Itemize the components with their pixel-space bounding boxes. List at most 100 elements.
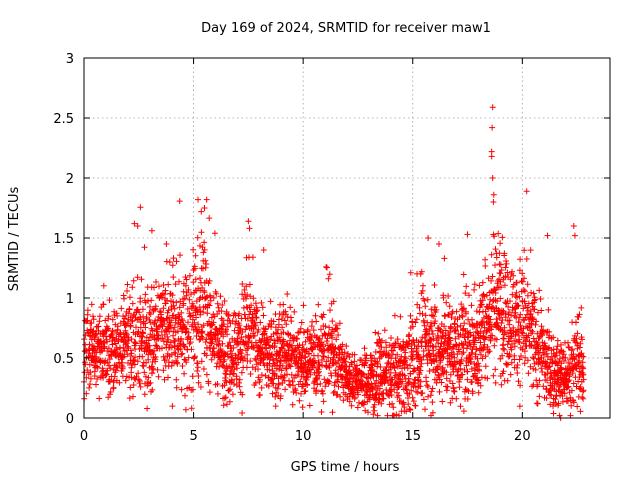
data-point xyxy=(489,175,496,181)
data-point xyxy=(422,303,429,310)
data-point xyxy=(410,348,417,355)
data-point xyxy=(198,358,205,365)
data-point xyxy=(479,297,486,304)
data-point xyxy=(279,324,286,331)
data-point xyxy=(372,349,379,355)
data-point xyxy=(216,338,223,344)
data-point xyxy=(501,324,508,331)
data-point xyxy=(469,378,475,385)
data-point xyxy=(161,376,168,383)
data-point xyxy=(121,295,127,302)
data-point xyxy=(558,341,564,348)
data-point xyxy=(130,382,137,388)
data-point xyxy=(141,391,148,398)
data-point xyxy=(88,320,95,326)
data-point xyxy=(450,387,457,394)
data-point xyxy=(192,276,199,283)
data-point xyxy=(247,293,254,300)
x-tick-label: 20 xyxy=(514,429,531,444)
data-point xyxy=(477,382,484,389)
data-point xyxy=(553,393,560,400)
data-point xyxy=(433,337,440,344)
data-point xyxy=(376,396,383,403)
data-point xyxy=(489,124,496,131)
data-point xyxy=(508,333,515,339)
data-point xyxy=(393,411,400,418)
data-point xyxy=(172,350,179,357)
data-point xyxy=(245,218,252,225)
data-point xyxy=(275,326,281,333)
data-point xyxy=(527,247,534,254)
data-point xyxy=(491,233,498,240)
data-point xyxy=(580,376,587,383)
data-point xyxy=(506,309,512,316)
data-point xyxy=(428,388,435,395)
data-point xyxy=(481,341,488,348)
data-point xyxy=(552,352,559,359)
data-point xyxy=(516,314,523,321)
data-point xyxy=(565,339,571,346)
data-point xyxy=(521,317,528,324)
data-point xyxy=(292,345,299,352)
data-point xyxy=(208,356,215,363)
data-point xyxy=(476,363,483,370)
data-point xyxy=(168,317,175,324)
data-point xyxy=(87,369,94,376)
data-point xyxy=(329,318,336,325)
data-point xyxy=(255,366,261,373)
data-point xyxy=(104,359,111,366)
data-point xyxy=(284,371,290,378)
data-point xyxy=(122,377,129,384)
data-point xyxy=(532,366,539,373)
data-point xyxy=(566,377,573,384)
data-point xyxy=(570,223,577,229)
data-point xyxy=(488,153,495,160)
data-point xyxy=(507,298,513,305)
data-point xyxy=(92,331,99,338)
data-point xyxy=(183,359,190,366)
data-point xyxy=(138,276,145,283)
data-point xyxy=(555,400,562,407)
data-points xyxy=(81,104,587,421)
data-point xyxy=(361,345,368,352)
data-point xyxy=(197,275,203,282)
y-axis-label: SRMTID / TECUs xyxy=(7,187,22,292)
data-point xyxy=(532,296,538,303)
data-point xyxy=(247,358,254,365)
data-point xyxy=(93,363,100,370)
data-point xyxy=(481,324,488,331)
data-point xyxy=(317,380,324,387)
data-point xyxy=(149,370,156,376)
data-point xyxy=(142,291,149,298)
data-point xyxy=(179,363,186,369)
data-point xyxy=(488,251,495,258)
data-point xyxy=(421,322,428,329)
data-point xyxy=(414,301,421,308)
data-point xyxy=(207,297,214,304)
data-point xyxy=(428,327,435,334)
data-point xyxy=(459,313,466,320)
data-point xyxy=(379,337,385,344)
data-point xyxy=(446,341,452,348)
data-point xyxy=(153,342,159,349)
data-point xyxy=(405,401,412,408)
data-point xyxy=(423,343,430,350)
data-point xyxy=(107,389,114,395)
data-point xyxy=(467,332,474,338)
data-point xyxy=(219,340,226,347)
data-point xyxy=(463,345,470,352)
data-point xyxy=(466,292,472,299)
data-point xyxy=(189,373,196,380)
data-point xyxy=(451,354,458,361)
data-point xyxy=(389,400,396,407)
data-point xyxy=(202,339,209,345)
data-point xyxy=(206,277,213,284)
data-point xyxy=(446,334,453,341)
data-point xyxy=(482,363,489,370)
data-point xyxy=(478,301,485,308)
data-point xyxy=(143,359,150,366)
data-point xyxy=(501,346,508,353)
data-point xyxy=(397,313,404,320)
data-point xyxy=(290,382,296,389)
data-point xyxy=(359,378,366,385)
